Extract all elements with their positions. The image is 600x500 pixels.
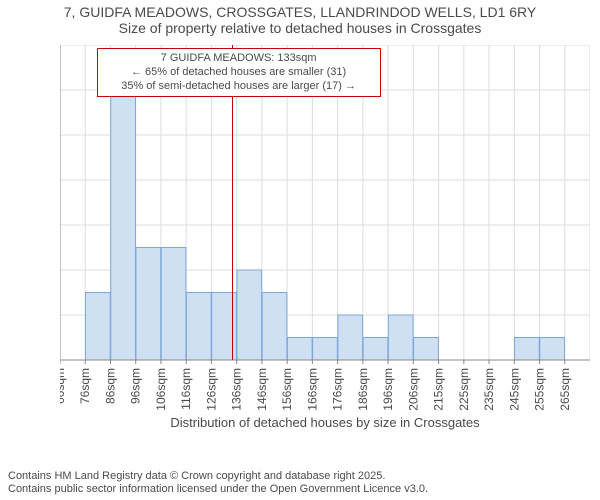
histogram-bar [85, 293, 110, 361]
x-tick-label: 225sqm [457, 368, 471, 411]
callout-line2: ← 65% of detached houses are smaller (31… [104, 66, 374, 80]
x-tick-label: 146sqm [255, 368, 269, 411]
x-tick-label: 206sqm [406, 368, 420, 411]
x-tick-label: 106sqm [154, 368, 168, 411]
histogram-bar [111, 90, 136, 360]
histogram-bar [540, 338, 565, 361]
histogram-bar [262, 293, 287, 361]
histogram-bar [338, 315, 363, 360]
callout-box: 7 GUIDFA MEADOWS: 133sqm ← 65% of detach… [97, 48, 381, 97]
x-tick-label: 156sqm [280, 368, 294, 411]
x-tick-label: 245sqm [507, 368, 521, 411]
callout-line1: 7 GUIDFA MEADOWS: 133sqm [104, 52, 374, 66]
footer-line2: Contains public sector information licen… [8, 483, 428, 496]
plot-area: Number of detached properties 0246810121… [60, 45, 590, 415]
footer-line1: Contains HM Land Registry data © Crown c… [8, 470, 428, 483]
histogram-bar [186, 293, 211, 361]
x-tick-label: 86sqm [103, 368, 117, 404]
histogram-bar [161, 248, 186, 361]
x-tick-label: 196sqm [381, 368, 395, 411]
histogram-bar [363, 338, 388, 361]
callout-line3: 35% of semi-detached houses are larger (… [104, 80, 374, 94]
x-tick-label: 66sqm [60, 368, 67, 404]
histogram-bar [515, 338, 540, 361]
histogram-svg: 0246810121466sqm76sqm86sqm96sqm106sqm116… [60, 45, 590, 415]
x-tick-label: 215sqm [432, 368, 446, 411]
y-axis-label: Number of detached properties [15, 0, 30, 45]
chart-container: 7, GUIDFA MEADOWS, CROSSGATES, LLANDRIND… [0, 0, 600, 500]
x-tick-label: 126sqm [204, 368, 218, 411]
x-tick-label: 116sqm [179, 368, 193, 410]
x-tick-label: 235sqm [482, 368, 496, 411]
x-tick-label: 166sqm [305, 368, 319, 411]
x-axis-label: Distribution of detached houses by size … [60, 415, 590, 430]
x-tick-label: 76sqm [78, 368, 92, 404]
histogram-bar [287, 338, 312, 361]
title-line2: Size of property relative to detached ho… [0, 20, 600, 36]
chart-title: 7, GUIDFA MEADOWS, CROSSGATES, LLANDRIND… [0, 4, 600, 36]
histogram-bar [388, 315, 413, 360]
histogram-bar [136, 248, 161, 361]
x-tick-label: 176sqm [331, 368, 345, 411]
footer: Contains HM Land Registry data © Crown c… [8, 470, 428, 496]
x-tick-label: 255sqm [533, 368, 547, 411]
histogram-bar [237, 270, 262, 360]
histogram-bar [414, 338, 439, 361]
x-tick-label: 136sqm [230, 368, 244, 411]
histogram-bar [212, 293, 237, 361]
x-tick-label: 265sqm [558, 368, 572, 411]
title-line1: 7, GUIDFA MEADOWS, CROSSGATES, LLANDRIND… [0, 4, 600, 20]
x-tick-label: 96sqm [129, 368, 143, 404]
histogram-bar [313, 338, 338, 361]
x-tick-label: 186sqm [356, 368, 370, 411]
